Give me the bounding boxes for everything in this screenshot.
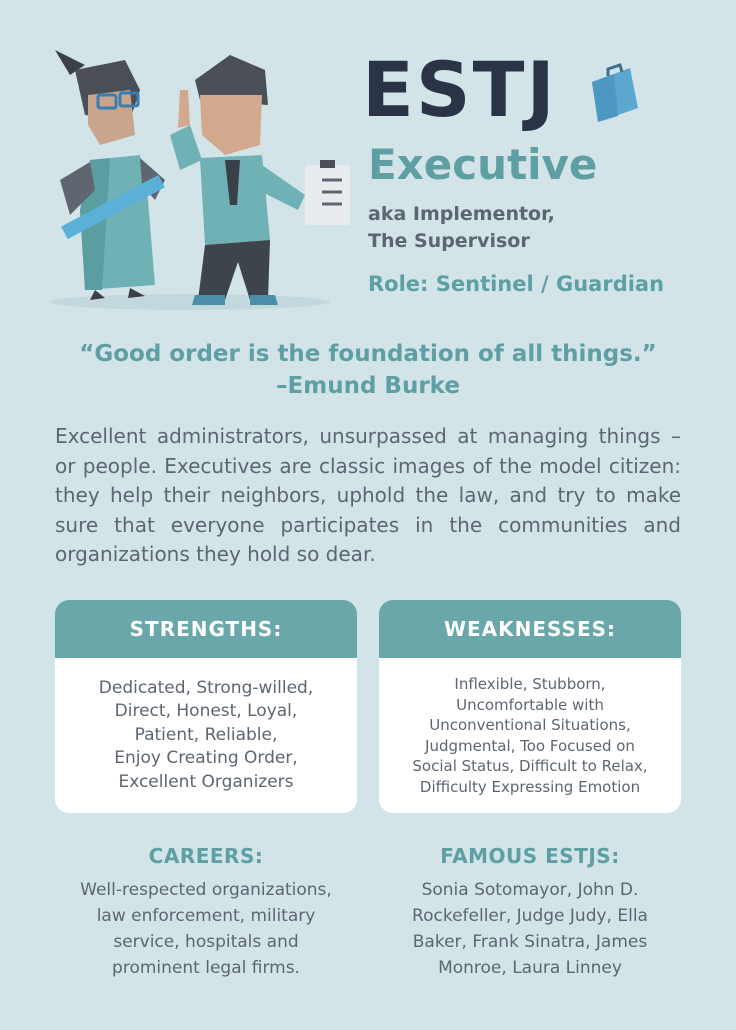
aka-names: aka Implementor, The Supervisor (368, 201, 555, 255)
famous-line: Baker, Frank Sinatra, James (412, 932, 648, 952)
weaknesses-title: WEAKNESSES: (379, 600, 681, 658)
strength-line: Patient, Reliable, (134, 724, 278, 745)
career-line: prominent legal firms. (112, 958, 300, 978)
career-line: Well-respected organizations, (80, 880, 332, 900)
famous-line: Rockefeller, Judge Judy, Ella (412, 906, 648, 926)
weakness-line: Social Status, Difficult to Relax, (412, 757, 648, 775)
career-line: law enforcement, military (96, 906, 316, 926)
weakness-line: Judgmental, Too Focused on (425, 736, 635, 755)
woman-with-ruler-illustration (55, 50, 165, 300)
weakness-line: Inflexible, Stubborn, (454, 675, 606, 693)
famous-text: Sonia Sotomayor, John D. Rockefeller, Ju… (379, 877, 681, 981)
quote-block: “Good order is the foundation of all thi… (40, 338, 696, 402)
quote-author: –Emund Burke (276, 373, 460, 399)
man-with-clipboard-illustration (170, 55, 350, 305)
strength-line: Dedicated, Strong-willed, (98, 677, 314, 698)
famous-line: Monroe, Laura Linney (438, 958, 622, 978)
strength-line: Direct, Honest, Loyal, (114, 701, 298, 722)
strength-line: Excellent Organizers (118, 771, 294, 792)
weakness-line: Uncomfortable with (456, 695, 604, 714)
strengths-title: STRENGTHS: (55, 600, 357, 658)
type-description: Excellent administrators, unsurpassed at… (55, 424, 681, 566)
famous-line: Sonia Sotomayor, John D. (421, 880, 639, 900)
career-line: service, hospitals and (113, 932, 299, 952)
careers-text: Well-respected organizations, law enforc… (55, 877, 357, 981)
type-name-heading: Executive (368, 140, 598, 189)
characters-illustration (50, 50, 350, 310)
strength-line: Enjoy Creating Order, (114, 748, 298, 769)
weakness-line: Unconventional Situations, (429, 716, 631, 734)
weakness-line: Difficulty Expressing Emotion (419, 777, 641, 796)
quote-text: “Good order is the foundation of all thi… (79, 341, 657, 367)
role-label: Role: Sentinel / Guardian (368, 272, 665, 296)
briefcase-icon (592, 63, 638, 122)
aka-line: The Supervisor (368, 230, 530, 252)
strengths-card: STRENGTHS: Dedicated, Strong-willed, Dir… (55, 600, 357, 813)
aka-line: aka Implementor, (368, 203, 555, 225)
careers-title: CAREERS: (148, 844, 264, 868)
strengths-body: Dedicated, Strong-willed, Direct, Honest… (55, 658, 357, 813)
type-code-title: ESTJ (362, 45, 557, 134)
weaknesses-body: Inflexible, Stubborn, Uncomfortable with… (379, 658, 681, 813)
famous-title: FAMOUS ESTJS: (440, 844, 620, 868)
weaknesses-card: WEAKNESSES: Inflexible, Stubborn, Uncomf… (379, 600, 681, 813)
